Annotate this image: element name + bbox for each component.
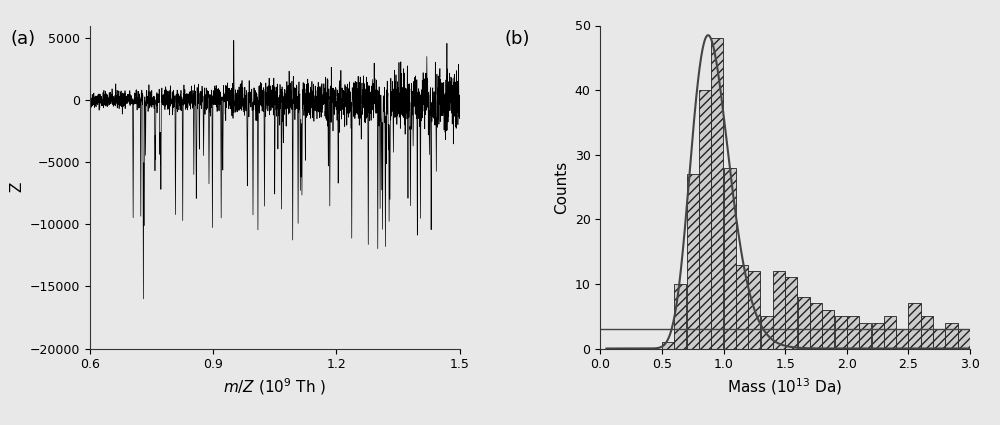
Bar xyxy=(736,264,748,348)
Bar xyxy=(945,323,958,348)
Y-axis label: Z: Z xyxy=(9,182,24,192)
Bar xyxy=(687,174,699,348)
Text: (a): (a) xyxy=(10,30,35,48)
Bar xyxy=(785,278,797,348)
Bar xyxy=(847,316,859,348)
Bar xyxy=(933,329,945,348)
Bar xyxy=(773,271,785,348)
Y-axis label: Counts: Counts xyxy=(554,160,569,214)
Bar xyxy=(835,316,847,348)
X-axis label: $m/Z$ (10$^9$ Th ): $m/Z$ (10$^9$ Th ) xyxy=(223,377,327,397)
Bar xyxy=(958,329,970,348)
Bar xyxy=(908,303,921,348)
Bar xyxy=(872,323,884,348)
Bar xyxy=(884,316,896,348)
Bar xyxy=(859,323,871,348)
Bar xyxy=(921,316,933,348)
X-axis label: Mass (10$^{13}$ Da): Mass (10$^{13}$ Da) xyxy=(727,377,843,397)
Bar xyxy=(724,167,736,348)
Bar xyxy=(761,316,773,348)
Bar xyxy=(662,342,674,348)
Text: (b): (b) xyxy=(505,30,530,48)
Bar xyxy=(810,303,822,348)
Bar xyxy=(798,297,810,348)
Bar xyxy=(822,310,834,348)
Bar xyxy=(674,284,686,348)
Bar xyxy=(699,90,711,348)
Bar xyxy=(711,38,723,348)
Bar xyxy=(896,329,908,348)
Bar xyxy=(748,271,760,348)
